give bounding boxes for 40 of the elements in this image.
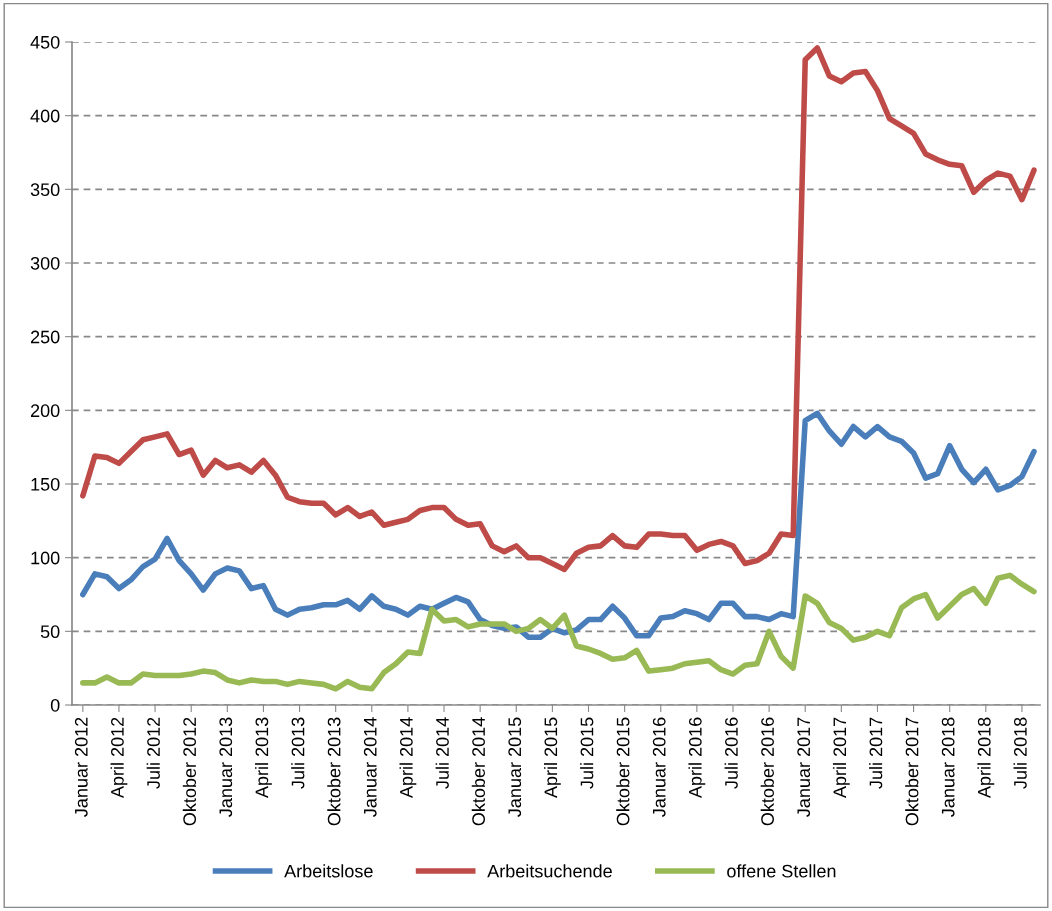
y-tick-label: 250 — [30, 330, 60, 344]
y-tick-label: 350 — [30, 183, 60, 197]
x-tick-label: Oktober 2015 — [616, 717, 630, 826]
x-tick-label: Oktober 2017 — [905, 717, 919, 826]
x-tick-label: Juli 2016 — [724, 717, 738, 789]
y-tick-label: 300 — [30, 256, 60, 270]
y-tick-label: 150 — [31, 477, 60, 491]
x-tick-label: Juli 2018 — [1013, 717, 1027, 789]
legend-label: offene Stellen — [727, 864, 836, 878]
x-tick-label: Oktober 2016 — [760, 717, 774, 826]
x-tick-label: Januar 2012 — [74, 717, 88, 817]
x-tick-label: Januar 2013 — [219, 717, 233, 817]
x-tick-label: Oktober 2013 — [327, 717, 341, 826]
x-tick-label: April 2016 — [688, 717, 706, 799]
x-tick-label: Oktober 2014 — [471, 717, 485, 826]
x-tick-label: Juli 2013 — [291, 717, 305, 789]
x-tick-label: Juli 2015 — [580, 717, 594, 789]
x-tick-label: Juli 2012 — [146, 717, 160, 789]
legend-label: Arbeitsuchende — [487, 864, 612, 878]
x-tick-label: April 2015 — [543, 717, 561, 799]
x-tick-label: April 2012 — [110, 717, 128, 799]
x-tick-label: Januar 2015 — [508, 717, 522, 817]
y-tick-label: 0 — [50, 698, 60, 712]
y-tick-label: 200 — [30, 404, 60, 418]
x-tick-label: April 2017 — [832, 717, 850, 799]
y-tick-label: 100 — [31, 551, 60, 565]
x-tick-label: Januar 2018 — [941, 717, 955, 817]
y-tick-label: 400 — [30, 109, 60, 123]
x-tick-label: Oktober 2012 — [182, 717, 197, 826]
x-tick-label: Juli 2014 — [435, 717, 449, 789]
y-tick-label: 50 — [40, 625, 60, 639]
x-tick-label: Januar 2016 — [652, 717, 666, 817]
y-tick-label: 450 — [30, 35, 60, 49]
legend-label: Arbeitslose — [284, 864, 373, 878]
x-tick-label: April 2014 — [399, 717, 417, 799]
x-tick-label: April 2013 — [255, 717, 272, 799]
x-tick-label: Januar 2014 — [363, 717, 377, 817]
x-tick-label: Januar 2017 — [797, 717, 811, 817]
x-tick-label: April 2018 — [977, 717, 995, 799]
x-tick-label: Juli 2017 — [869, 717, 883, 789]
